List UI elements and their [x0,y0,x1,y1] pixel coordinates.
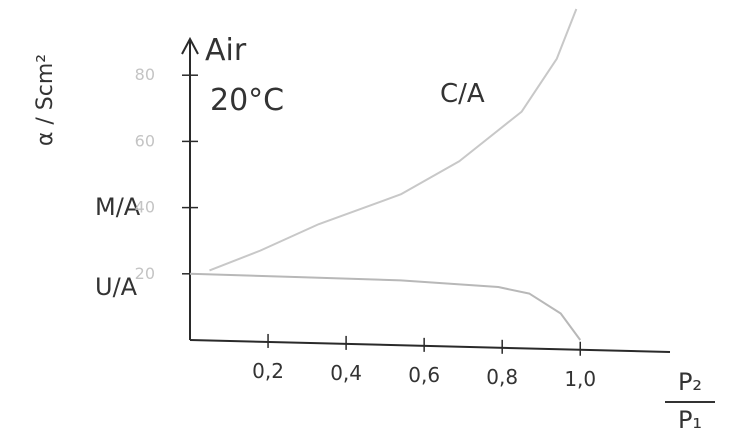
series-label: C/A [440,79,485,109]
annotation: U/A [95,273,138,301]
x-axis-label: P₁ [678,406,702,434]
x-tick-label: 0,4 [330,361,362,385]
x-tick-label: 0,6 [408,363,440,387]
y-tick-label: 40 [135,198,155,217]
x-axis [190,340,670,352]
y-tick-label: 80 [135,65,155,84]
annotation: 20°C [210,83,284,118]
x-tick-label: 0,2 [252,359,284,383]
x-axis-label: P₂ [678,368,702,396]
x-tick-label: 1,0 [564,367,596,391]
y-axis-label: α / Scm² [33,54,58,146]
y-tick-label: 60 [135,131,155,150]
line [210,9,577,270]
chart: Air 20°C C/A M/A U/A α / Scm² P₂ P₁ 2040… [0,0,737,439]
annotation: Air [205,33,247,68]
line [190,274,580,340]
y-tick-label: 20 [135,264,155,283]
x-tick-label: 0,8 [486,365,518,389]
